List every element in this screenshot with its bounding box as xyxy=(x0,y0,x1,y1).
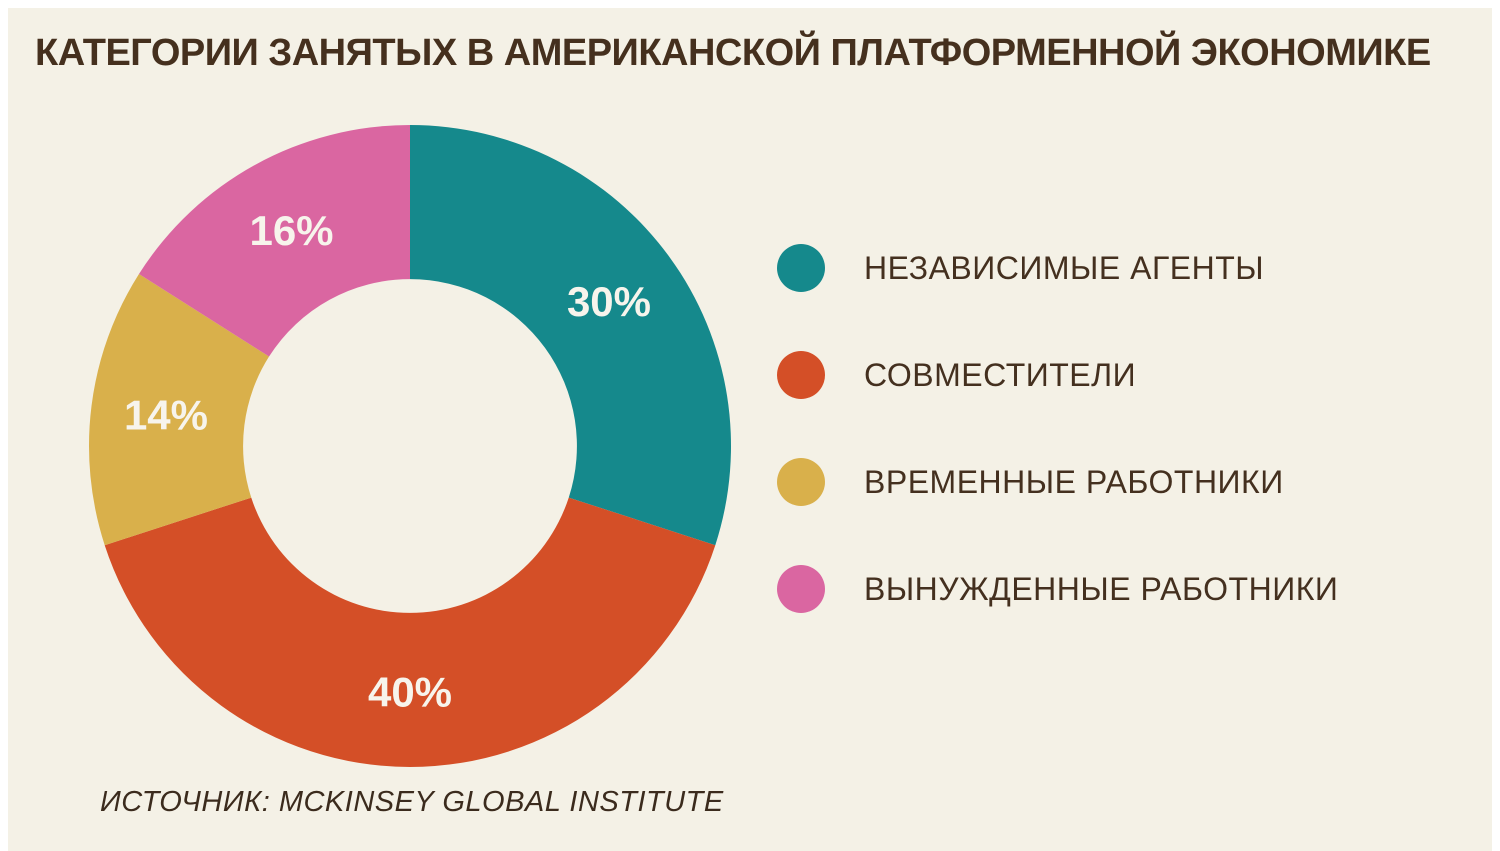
legend-swatch-circle-icon xyxy=(777,565,825,613)
donut-chart-container: 30% 40% 14% 16% xyxy=(80,116,740,776)
donut-segment-label: 30% xyxy=(567,278,651,325)
donut-segment-label: 14% xyxy=(124,392,208,439)
source-note: ИСТОЧНИК: MCKINSEY GLOBAL INSTITUTE xyxy=(100,786,724,818)
infographic-panel: КАТЕГОРИИ ЗАНЯТЫХ В АМЕРИКАНСКОЙ ПЛАТФОР… xyxy=(8,8,1492,851)
legend-item-moonlighters: СОВМЕСТИТЕЛИ xyxy=(777,351,1338,399)
legend-item-label: СОВМЕСТИТЕЛИ xyxy=(864,356,1137,393)
legend-item-label: ВЫНУЖДЕННЫЕ РАБОТНИКИ xyxy=(864,570,1339,607)
legend-item-temporary-workers: ВРЕМЕННЫЕ РАБОТНИКИ xyxy=(777,458,1338,506)
legend-item-label: ВРЕМЕННЫЕ РАБОТНИКИ xyxy=(864,463,1284,500)
chart-title: КАТЕГОРИИ ЗАНЯТЫХ В АМЕРИКАНСКОЙ ПЛАТФОР… xyxy=(35,32,1431,74)
legend-item-forced-workers: ВЫНУЖДЕННЫЕ РАБОТНИКИ xyxy=(777,565,1338,613)
legend-item-independent-agents: НЕЗАВИСИМЫЕ АГЕНТЫ xyxy=(777,244,1338,292)
legend-swatch-circle-icon xyxy=(777,351,825,399)
chart-legend: НЕЗАВИСИМЫЕ АГЕНТЫ СОВМЕСТИТЕЛИ ВРЕМЕННЫ… xyxy=(777,244,1338,613)
donut-chart: 30% 40% 14% 16% xyxy=(89,125,731,767)
donut-segment-3 xyxy=(89,274,270,546)
donut-segment-4 xyxy=(138,125,410,357)
legend-item-label: НЕЗАВИСИМЫЕ АГЕНТЫ xyxy=(864,249,1265,286)
donut-segment-1 xyxy=(410,125,731,546)
legend-swatch-circle-icon xyxy=(777,458,825,506)
donut-segment-label: 40% xyxy=(368,668,452,715)
donut-segment-label: 16% xyxy=(249,207,333,254)
donut-segment-2 xyxy=(104,497,716,767)
legend-swatch-circle-icon xyxy=(777,244,825,292)
